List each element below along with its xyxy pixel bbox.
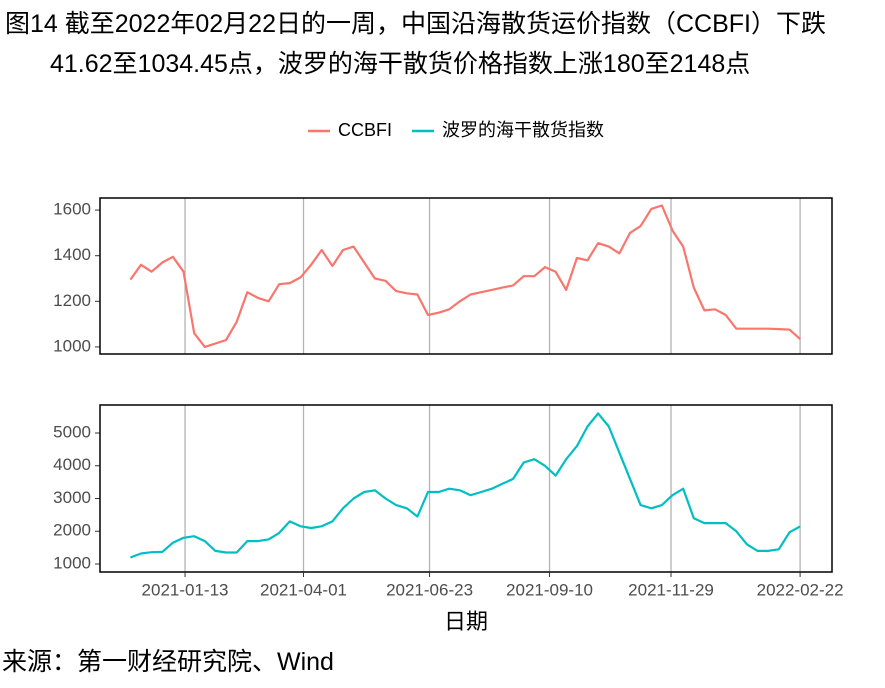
x-tick-label: 2021-09-10 [506, 580, 593, 599]
legend-label: 波罗的海干散货指数 [442, 120, 604, 140]
y-tick-label: 1600 [53, 200, 91, 219]
y-tick-label: 2000 [53, 521, 91, 540]
x-tick-label: 2021-11-29 [628, 580, 714, 599]
y-tick-label: 1000 [53, 336, 91, 355]
y-tick-label: 4000 [53, 455, 91, 474]
panel-border [99, 404, 833, 573]
source-note: 来源：第一财经研究院、Wind [2, 648, 334, 676]
chart-title: 图14 截至2022年02月22日的一周，中国沿海散货运价指数（CCBFI）下跌… [5, 10, 826, 78]
x-tick-label: 2021-01-13 [142, 580, 229, 599]
panel-background [100, 405, 832, 572]
x-axis-label: 日期 [444, 609, 488, 634]
series-line [129, 204, 801, 348]
x-tick-label: 2021-04-01 [260, 580, 347, 599]
legend-label: CCBFI [338, 120, 392, 140]
y-tick-label: 5000 [53, 422, 91, 441]
y-tick-label: 3000 [53, 488, 91, 507]
y-tick-label: 1400 [53, 245, 91, 264]
x-tick-label: 2021-06-23 [386, 580, 473, 599]
series-line [130, 412, 801, 559]
y-tick-label: 1200 [53, 291, 91, 310]
panel-border [99, 197, 833, 355]
panel-background [100, 198, 832, 354]
y-tick-label: 1000 [53, 553, 91, 572]
x-tick-label: 2022-02-22 [757, 580, 844, 599]
